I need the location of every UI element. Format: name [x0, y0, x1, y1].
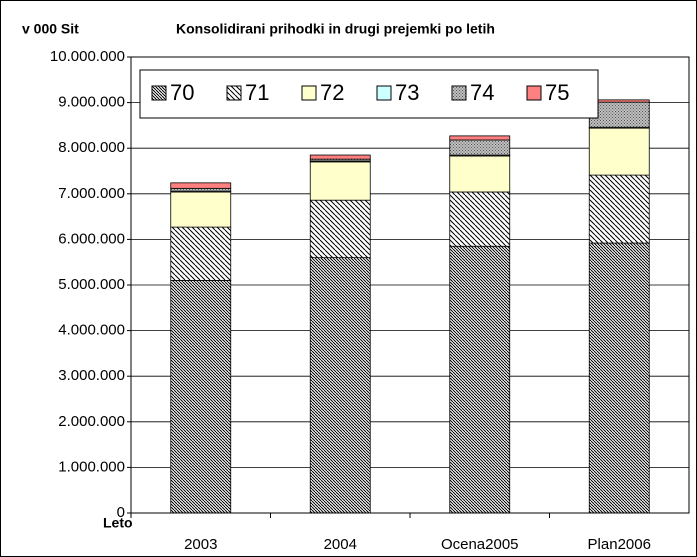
- y-tick-label: 7.000.000: [58, 185, 125, 202]
- bar-segment: [449, 135, 511, 141]
- x-tick-label: 2004: [324, 536, 357, 553]
- y-axis-label: v 000 Sit: [22, 21, 79, 37]
- y-tick-label: 6.000.000: [58, 230, 125, 247]
- y-tick-label: 1.000.000: [58, 458, 125, 475]
- bar-segment: [309, 161, 371, 201]
- legend-swatch: [301, 85, 317, 101]
- bar-segment: [309, 154, 371, 160]
- bar-segment: [449, 191, 511, 247]
- y-tick-label: 3.000.000: [58, 367, 125, 384]
- legend-swatch: [451, 85, 467, 101]
- x-tick-label: 2003: [184, 536, 217, 553]
- legend-label: 75: [545, 80, 569, 105]
- bar-segment: [170, 187, 232, 192]
- x-tick-label: Plan2006: [588, 536, 651, 553]
- legend-box: [139, 69, 599, 119]
- bar-segment: [170, 226, 232, 281]
- bar-segment: [449, 155, 511, 193]
- bar-segment: [588, 174, 650, 244]
- legend-label: 70: [170, 80, 194, 105]
- bar-segment: [449, 139, 511, 156]
- legend-swatch: [526, 85, 542, 101]
- y-tick-label: 9.000.000: [58, 94, 125, 111]
- plot-border: [130, 56, 690, 514]
- legend-swatch: [226, 85, 242, 101]
- chart-title: Konsolidirani prihodki in drugi prejemki…: [176, 21, 495, 37]
- legend-label: 71: [245, 80, 269, 105]
- y-tick-label: 2.000.000: [58, 413, 125, 430]
- bar-segment: [449, 245, 511, 514]
- legend-swatch: [151, 85, 167, 101]
- bar-segment: [170, 191, 232, 228]
- legend-swatch: [376, 85, 392, 101]
- legend-label: 73: [395, 80, 419, 105]
- x-axis-label: Leto: [103, 515, 133, 531]
- y-tick-label: 8.000.000: [58, 139, 125, 156]
- bar-segment: [588, 242, 650, 514]
- y-tick-label: 10.000.000: [50, 48, 125, 65]
- legend-label: 72: [320, 80, 344, 105]
- legend-label: 74: [470, 80, 494, 105]
- bar-segment: [588, 127, 650, 176]
- bar-segment: [170, 280, 232, 514]
- y-tick-label: 4.000.000: [58, 322, 125, 339]
- y-tick-label: 0: [117, 504, 125, 521]
- bar-segment: [588, 101, 650, 128]
- bar-segment: [309, 257, 371, 514]
- bar-segment: [309, 199, 371, 259]
- x-tick-label: Ocena2005: [441, 536, 519, 553]
- bar-segment: [170, 182, 232, 189]
- y-tick-label: 5.000.000: [58, 276, 125, 293]
